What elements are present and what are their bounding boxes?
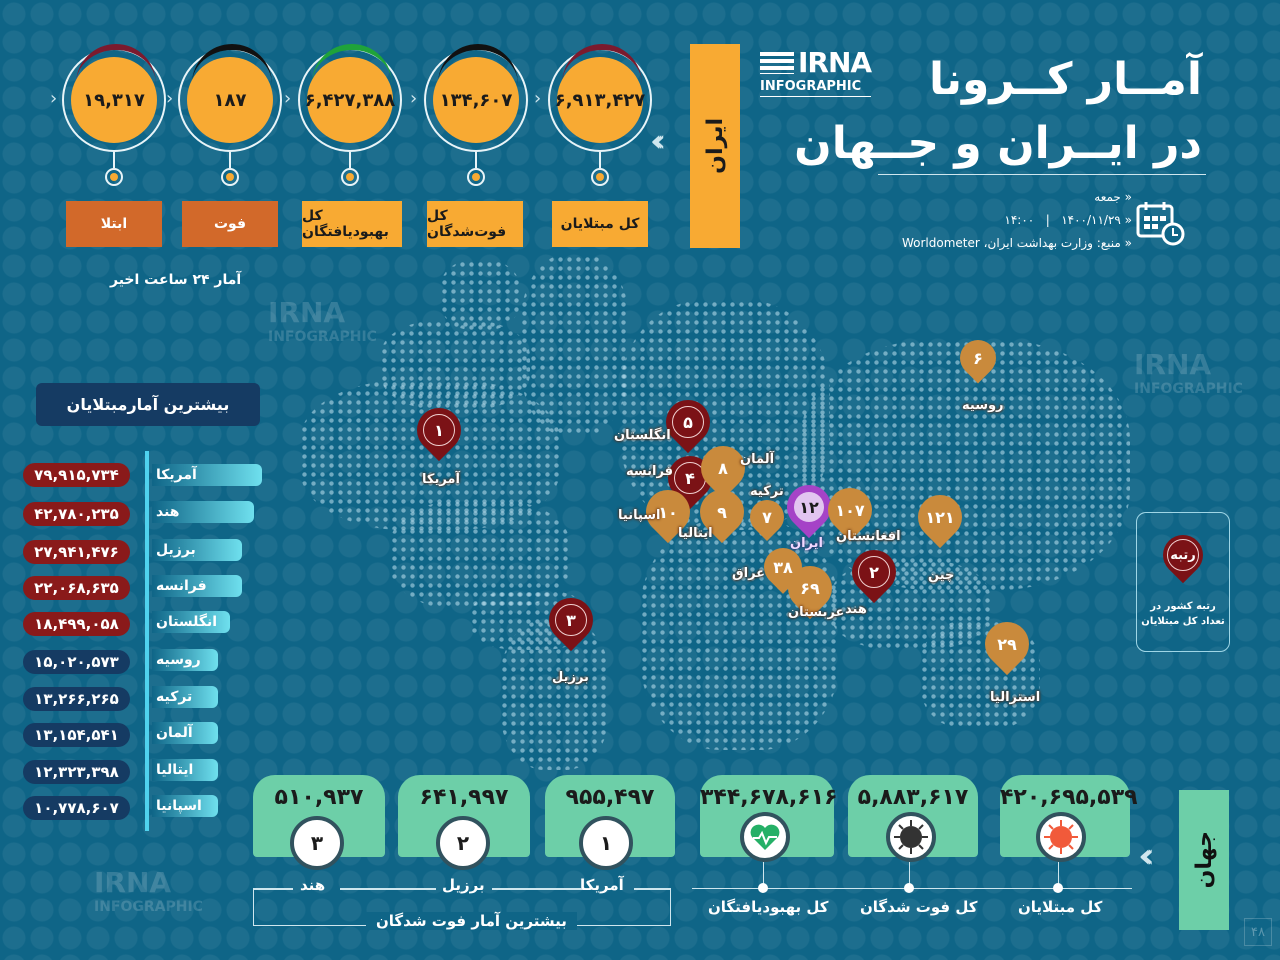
iran-stat-total-cases: ۶,۹۱۳,۴۲۷	[548, 44, 652, 152]
source-text: « منبع: وزارت بهداشت ایران، Worldometer	[901, 236, 1132, 250]
label-new-deaths: فوت	[182, 201, 278, 247]
label-total-deaths: کل فوت‌شدگان	[427, 201, 523, 247]
label-world-cases: کل مبتلایان	[1018, 898, 1103, 916]
rank-badge: ۳	[290, 816, 344, 870]
infected-country: هند	[152, 501, 254, 523]
arc-icon	[312, 44, 392, 84]
infected-country: انگلستان	[152, 611, 230, 633]
page-number: ۴۸	[1244, 918, 1272, 946]
dot	[904, 883, 914, 893]
connector-knob	[221, 168, 239, 186]
infected-value: ۴۲,۷۸۰,۲۳۵	[23, 502, 130, 526]
bracket-line	[492, 888, 582, 890]
bracket-line	[340, 888, 436, 890]
infected-value: ۱۳,۲۶۶,۲۶۵	[23, 687, 130, 711]
connector-knob	[105, 168, 123, 186]
death-country-usa: آمریکا	[580, 876, 624, 894]
dot	[1053, 883, 1063, 893]
bracket-line	[634, 888, 671, 890]
arc-icon	[76, 44, 156, 84]
arc-icon	[438, 44, 518, 84]
infected-value: ۱۸,۴۹۹,۰۵۸	[23, 612, 130, 636]
connector	[763, 862, 764, 888]
divider	[878, 174, 1206, 175]
infected-country: فرانسه	[152, 575, 242, 597]
label-world-deaths: کل فوت شدگان	[860, 898, 978, 916]
infected-country: اسپانیا	[152, 795, 218, 817]
rank-legend: رتبه رتبه کشور در تعداد کل مبتلایان	[1136, 512, 1230, 652]
iran-stat-total-deaths: ۱۳۴,۶۰۷	[424, 44, 528, 152]
irna-watermark: IRNA INFOGRAPHIC	[94, 866, 203, 915]
dot	[758, 883, 768, 893]
rank-badge: ۱	[579, 816, 633, 870]
top-deaths-title: بیشترین آمار فوت شدگان	[366, 912, 577, 930]
connector	[1058, 862, 1059, 888]
infected-value: ۱۰,۷۷۸,۶۰۷	[23, 796, 130, 820]
top-infected-title: بیشترین آمارمبتلایان	[36, 383, 260, 426]
death-country-brazil: برزیل	[442, 876, 485, 894]
infected-country: ترکیه	[152, 686, 218, 708]
infected-value: ۲۲,۰۶۸,۶۳۵	[23, 576, 130, 600]
label-total-cases: کل مبتلایان	[552, 201, 648, 247]
last-24h-caption: آمار ۲۴ ساعت اخیر	[110, 272, 242, 288]
day-text: « جمعه	[1094, 190, 1132, 204]
connector	[229, 152, 231, 168]
date-time-text: « ۱۴۰۰/۱۱/۲۹ | ۱۴:۰۰	[1004, 213, 1132, 227]
infected-value: ۲۷,۹۴۱,۴۷۶	[23, 540, 130, 564]
chevron-icon: ›	[284, 88, 292, 109]
irna-logo: IRNA INFOGRAPHIC	[760, 46, 872, 97]
infected-country: روسیه	[152, 649, 218, 671]
arc-icon	[192, 44, 272, 84]
infected-country: آلمان	[152, 722, 218, 744]
connector	[599, 152, 601, 168]
connector	[475, 152, 477, 168]
heart-pulse-icon	[740, 812, 790, 862]
infected-value: ۱۲,۳۲۳,۳۹۸	[23, 760, 130, 784]
arc-icon	[562, 44, 642, 84]
connector-knob	[467, 168, 485, 186]
rank-badge: ۲	[436, 816, 490, 870]
iran-stat-new-deaths: ۱۸۷	[178, 44, 282, 152]
label-new-cases: ابتلا	[66, 201, 162, 247]
irna-watermark: IRNA INFOGRAPHIC	[1134, 348, 1243, 397]
infected-value: ۱۳,۱۵۴,۵۴۱	[23, 723, 130, 747]
rank-pin-icon: رتبه	[1154, 526, 1212, 584]
chevron-icon: ›	[166, 88, 174, 109]
page-title: آمــار کــرونا در ایــران و جــهان	[794, 54, 1202, 169]
virus-red-icon	[1036, 812, 1086, 862]
iran-stat-new-cases: ۱۹,۳۱۷	[62, 44, 166, 152]
chevron-icon: ›	[410, 88, 418, 109]
chevrons-icon: ‹‹‹	[1138, 836, 1154, 876]
label-total-recovered: کل بهبودیافتگان	[302, 201, 402, 247]
vertical-divider	[145, 451, 149, 831]
infected-value: ۱۵,۰۲۰,۵۷۳	[23, 650, 130, 674]
connector-knob	[341, 168, 359, 186]
connector	[909, 862, 910, 888]
iran-stat-total-recovered: ۶,۴۲۷,۳۸۸	[298, 44, 402, 152]
chevron-icon: ›	[50, 88, 58, 109]
virus-black-icon	[886, 812, 936, 862]
iran-section-label: ایران	[690, 44, 740, 248]
bracket-line	[253, 888, 293, 890]
calendar-clock-icon	[1136, 200, 1186, 246]
connector-knob	[591, 168, 609, 186]
infected-country: ایتالیا	[152, 759, 218, 781]
world-section-label: جهان	[1179, 790, 1229, 930]
chevrons-icon: ‹‹‹	[650, 124, 666, 159]
chevron-icon: ›	[534, 88, 542, 109]
irna-watermark: IRNA INFOGRAPHIC	[268, 296, 377, 345]
label-world-recovered: کل بهبودیافتگان	[708, 898, 829, 916]
infected-country: آمریکا	[152, 464, 262, 486]
infected-value: ۷۹,۹۱۵,۷۳۴	[23, 463, 130, 487]
death-country-india: هند	[300, 876, 326, 894]
connector	[349, 152, 351, 168]
connector	[113, 152, 115, 168]
infected-country: برزیل	[152, 539, 242, 561]
